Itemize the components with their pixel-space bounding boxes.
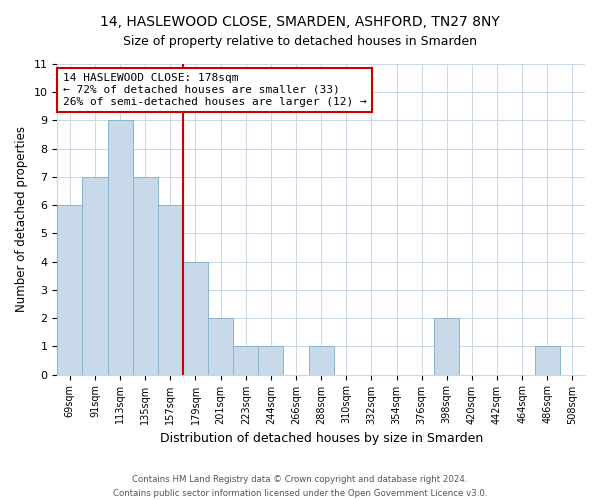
Bar [434, 318, 460, 374]
Bar [259, 346, 283, 374]
Y-axis label: Number of detached properties: Number of detached properties [15, 126, 28, 312]
X-axis label: Distribution of detached houses by size in Smarden: Distribution of detached houses by size … [160, 432, 483, 445]
Bar [158, 205, 183, 374]
Bar [107, 120, 133, 374]
Bar [183, 262, 208, 374]
Text: 14 HASLEWOOD CLOSE: 178sqm
← 72% of detached houses are smaller (33)
26% of semi: 14 HASLEWOOD CLOSE: 178sqm ← 72% of deta… [62, 74, 367, 106]
Text: 14, HASLEWOOD CLOSE, SMARDEN, ASHFORD, TN27 8NY: 14, HASLEWOOD CLOSE, SMARDEN, ASHFORD, T… [100, 15, 500, 29]
Bar [133, 177, 158, 374]
Bar [308, 346, 334, 374]
Bar [233, 346, 259, 374]
Text: Size of property relative to detached houses in Smarden: Size of property relative to detached ho… [123, 35, 477, 48]
Bar [57, 205, 82, 374]
Bar [208, 318, 233, 374]
Text: Contains HM Land Registry data © Crown copyright and database right 2024.
Contai: Contains HM Land Registry data © Crown c… [113, 476, 487, 498]
Bar [535, 346, 560, 374]
Bar [82, 177, 107, 374]
